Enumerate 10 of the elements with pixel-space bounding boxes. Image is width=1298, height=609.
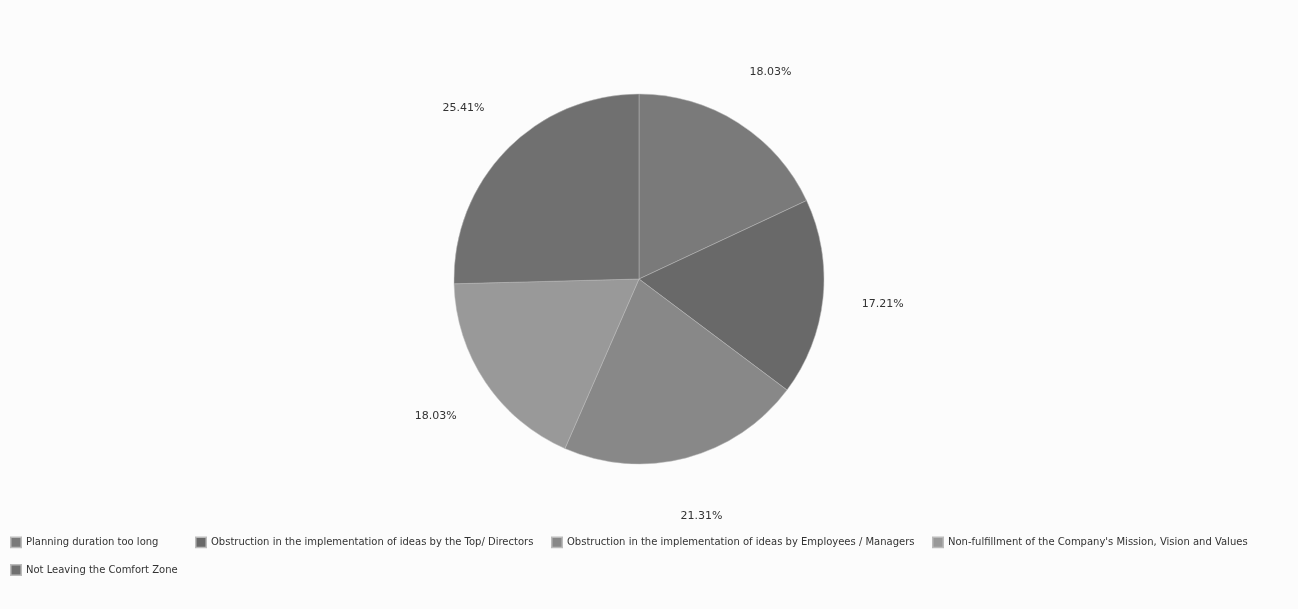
legend-label: Obstruction in the implementation of ideas by Employees / Managers — [567, 536, 915, 548]
legend-label: Not Leaving the Comfort Zone — [26, 564, 178, 575]
legend-label: Planning duration too long — [26, 536, 159, 548]
legend-label: Obstruction in the implementation of ideas by the Top/ Directors — [211, 536, 534, 548]
data-label: 17.21% — [861, 297, 904, 311]
data-label: 18.03% — [414, 408, 457, 422]
data-label: 21.31% — [680, 508, 723, 522]
data-label: 18.03% — [749, 65, 792, 79]
legend-label: Non-fulfillment of the Company's Mission, Vision and Values — [948, 536, 1248, 548]
data-label: 25.41% — [442, 101, 485, 115]
